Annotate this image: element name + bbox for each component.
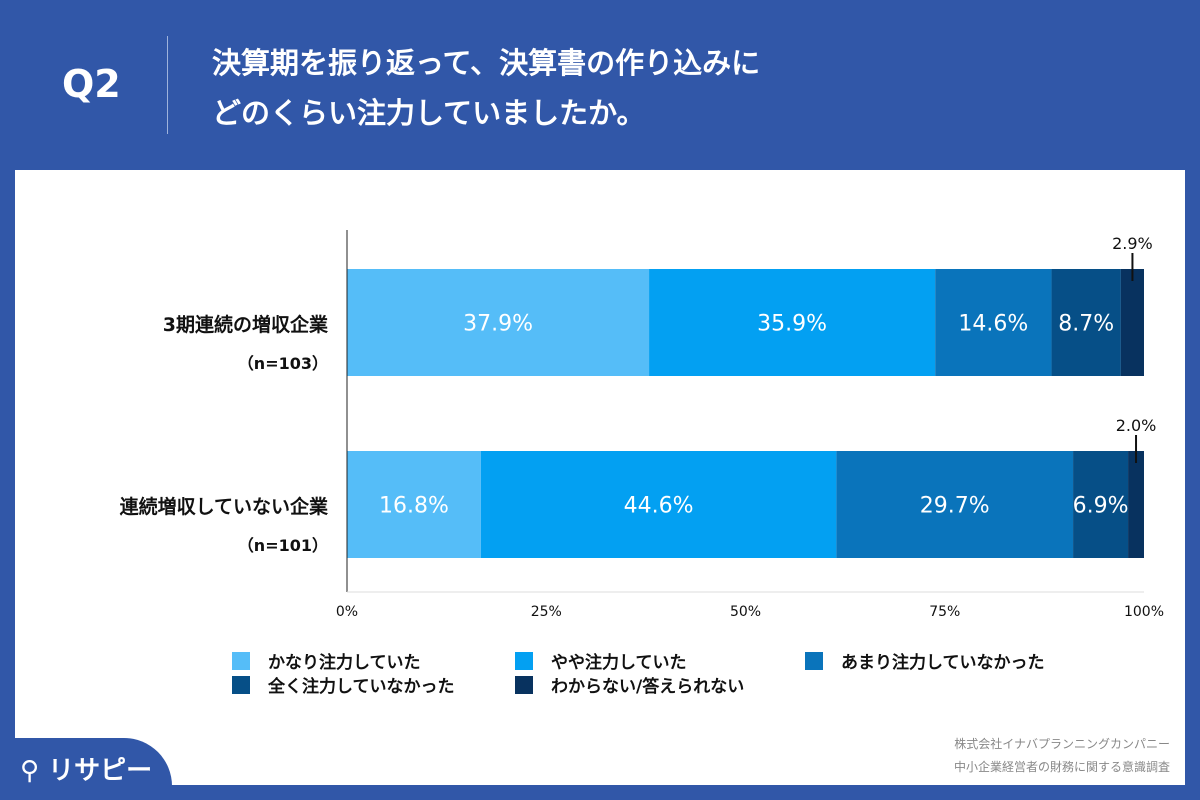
category-label: 3期連続の増収企業	[163, 313, 329, 336]
page-title: 決算期を振り返って、決算書の作り込みに どのくらい注力していましたか。	[212, 38, 760, 138]
category-n-label: （n=103）	[238, 354, 328, 373]
legend-label: かなり注力していた	[268, 653, 421, 673]
data-label: 6.9%	[1073, 494, 1129, 519]
x-tick-label: 25%	[531, 604, 562, 620]
bar-segment	[1128, 451, 1144, 558]
title-line: どのくらい注力していましたか。	[212, 96, 646, 130]
logo: ⚲ リサピー	[0, 738, 172, 800]
legend-item: わからない/答えられない	[515, 672, 744, 697]
legend-label: やや注力していた	[551, 653, 687, 673]
source: 株式会社イナバプランニングカンパニー 中小企業経営者の財務に関する意識調査	[954, 733, 1170, 779]
divider	[167, 36, 168, 134]
category-label: 連続増収していない企業	[120, 495, 329, 518]
bar-segment	[1120, 269, 1144, 376]
bar-segment	[935, 269, 1052, 376]
bar-segment	[1051, 269, 1121, 376]
legend-label: 全く注力していなかった	[268, 677, 455, 697]
bar-segment	[649, 269, 936, 376]
x-tick-label: 100%	[1124, 604, 1164, 620]
legend-item: かなり注力していた	[232, 648, 421, 673]
category-n-label: （n=101）	[238, 536, 328, 555]
legend-swatch	[805, 651, 823, 670]
bar-segment	[1073, 451, 1129, 558]
data-label: 35.9%	[757, 312, 827, 337]
legend-item: やや注力していた	[515, 648, 687, 673]
data-label: 16.8%	[379, 494, 449, 519]
legend-label: あまり注力していなかった	[841, 653, 1045, 673]
legend-swatch	[232, 675, 250, 694]
data-label: 2.9%	[1112, 234, 1153, 253]
legend-item: 全く注力していなかった	[232, 672, 455, 697]
x-tick-label: 50%	[730, 604, 761, 620]
legend-swatch	[515, 675, 533, 694]
legend-item: あまり注力していなかった	[805, 648, 1045, 673]
data-label: 37.9%	[463, 312, 533, 337]
bar-segment	[347, 451, 481, 558]
data-label: 8.7%	[1058, 312, 1114, 337]
x-tick-label: 0%	[336, 604, 358, 620]
source-line: 中小企業経営者の財務に関する意識調査	[953, 760, 1170, 774]
bar-segment	[480, 451, 837, 558]
x-tick-label: 75%	[929, 604, 960, 620]
logo-text: リサピー	[48, 756, 153, 786]
bar-segment	[347, 269, 650, 376]
data-label: 44.6%	[624, 494, 694, 519]
data-label: 29.7%	[920, 494, 990, 519]
legend-swatch	[515, 651, 533, 670]
legend-swatch	[232, 651, 250, 670]
question-number: Q2	[62, 62, 121, 106]
title-line: 決算期を振り返って、決算書の作り込みに	[212, 46, 761, 80]
legend-label: わからない/答えられない	[551, 677, 745, 697]
bar-segment	[836, 451, 1074, 558]
source-line: 株式会社イナバプランニングカンパニー	[954, 737, 1170, 751]
data-label: 14.6%	[958, 312, 1028, 337]
data-label: 2.0%	[1116, 416, 1157, 435]
